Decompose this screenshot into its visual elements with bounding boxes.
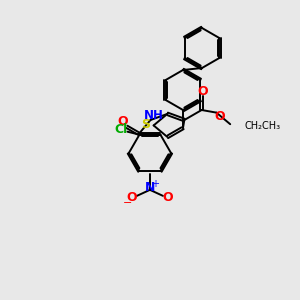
Text: Cl: Cl [115,123,128,136]
Text: +: + [151,179,159,189]
Text: O: O [163,191,173,204]
Text: S: S [141,118,150,131]
Text: −: − [123,198,133,208]
Text: O: O [197,85,208,98]
Text: NH: NH [144,109,164,122]
Text: O: O [118,115,128,128]
Text: O: O [127,191,137,204]
Text: N: N [145,182,155,194]
Text: O: O [214,110,225,123]
Text: CH₂CH₃: CH₂CH₃ [244,121,280,131]
